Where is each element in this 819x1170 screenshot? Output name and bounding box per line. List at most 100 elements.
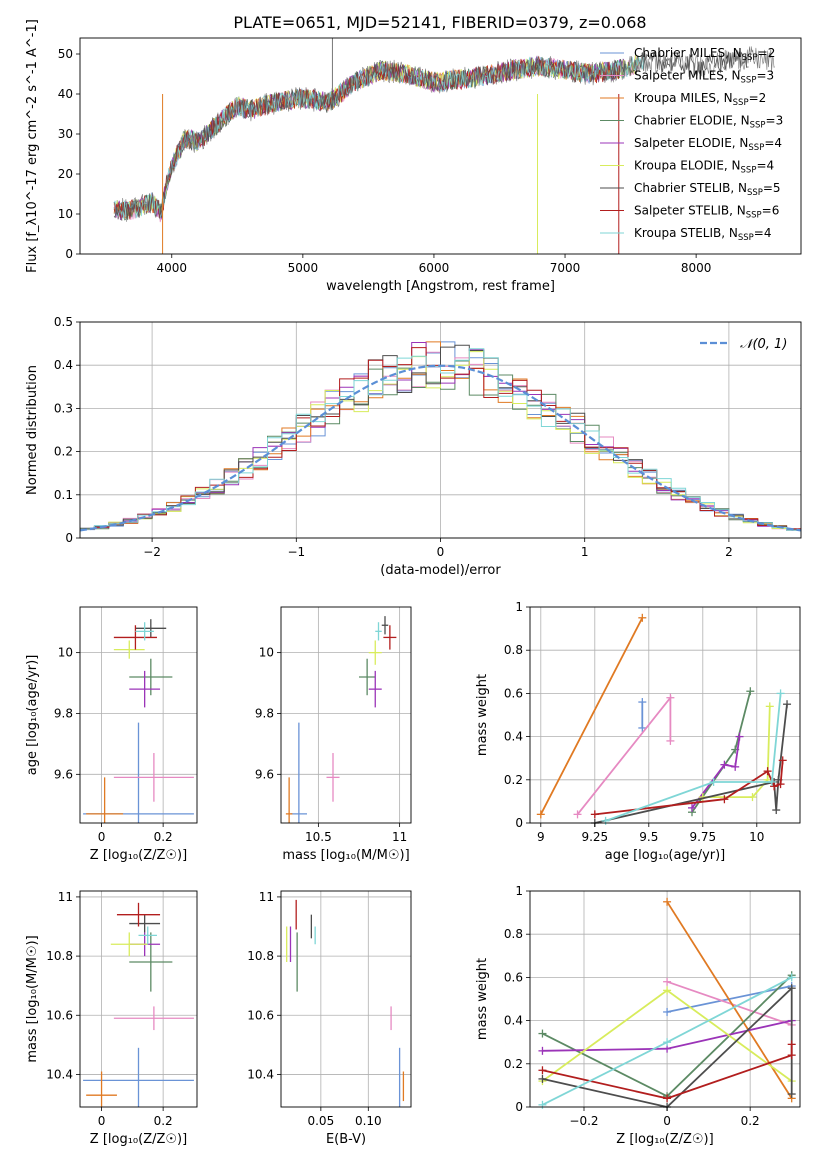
y-tick-label: 0.8 bbox=[504, 643, 523, 657]
y-tick-label: 0.4 bbox=[504, 730, 523, 744]
legend: Chabrier MILES, NSSP=2 Salpeter MILES, NS… bbox=[600, 46, 783, 243]
axes-frame bbox=[529, 890, 801, 1108]
axes-frame bbox=[79, 606, 198, 824]
y-axis-label: mass weight bbox=[475, 958, 490, 1040]
grid bbox=[281, 607, 411, 823]
legend-count: =4 bbox=[756, 159, 774, 173]
legend-label: Kroupa ELODIE, NSSP=4 bbox=[634, 159, 774, 176]
x-tick-label: 9.25 bbox=[581, 830, 608, 844]
weight-series bbox=[590, 756, 787, 819]
plot-area bbox=[80, 341, 801, 533]
legend: 𝒩(0, 1) bbox=[700, 337, 787, 352]
grid bbox=[530, 606, 800, 824]
y-tick-label: 0.2 bbox=[504, 1057, 523, 1071]
legend-label: 𝒩(0, 1) bbox=[740, 337, 787, 352]
x-tick-label: 0 bbox=[98, 1114, 106, 1128]
legend-subscript: SSP bbox=[750, 121, 766, 131]
x-tick-label: 10 bbox=[749, 830, 764, 844]
spectrum-line bbox=[113, 55, 620, 220]
error-bar-point bbox=[129, 932, 173, 992]
x-tick-label: 2 bbox=[725, 545, 733, 559]
weight-series bbox=[538, 973, 796, 1109]
y-axis-label: age [log₁₀(age/yr)] bbox=[25, 655, 40, 776]
error-bar-point bbox=[113, 1006, 194, 1031]
legend-subscript: SSP bbox=[733, 98, 749, 108]
legend-label: Salpeter ELODIE, NSSP=4 bbox=[634, 136, 782, 153]
error-bar-point bbox=[381, 616, 389, 635]
error-bar-point bbox=[383, 625, 397, 650]
legend-subscript: SSP bbox=[742, 53, 758, 63]
x-tick-label: 7000 bbox=[550, 261, 581, 275]
x-tick-label: 0.05 bbox=[307, 1114, 334, 1128]
y-tick-label: 0.2 bbox=[54, 445, 73, 459]
legend-label: Salpeter MILES, NSSP=3 bbox=[634, 69, 774, 86]
axes-frame bbox=[280, 890, 412, 1108]
error-bar-point bbox=[326, 753, 340, 802]
x-tick-label: 11 bbox=[392, 830, 407, 844]
histogram-series bbox=[80, 348, 801, 533]
panel-spectrum: 4000 5000 6000 7000 8000 0 10 20 30 40 50 wavelengt… bbox=[25, 19, 802, 294]
plot-area bbox=[113, 38, 775, 254]
axes-frame bbox=[79, 890, 198, 1108]
y-tick-label: 0 bbox=[65, 247, 73, 261]
axes-frame bbox=[79, 37, 802, 255]
y-tick-label: 0.1 bbox=[54, 488, 73, 502]
x-tick-label: 1 bbox=[581, 545, 589, 559]
weight-series-line bbox=[605, 693, 782, 822]
error-bar-point bbox=[113, 625, 157, 650]
x-axis-label: wavelength [Angstrom, rest frame] bbox=[326, 279, 555, 294]
y-tick-label: 0.6 bbox=[504, 686, 523, 700]
error-bar-point bbox=[86, 1071, 117, 1107]
weight-series-line bbox=[691, 736, 741, 809]
y-tick-label: 40 bbox=[58, 87, 73, 101]
y-tick-label: 0.8 bbox=[504, 927, 523, 941]
weight-series bbox=[688, 732, 744, 812]
y-tick-label: 1 bbox=[515, 884, 523, 898]
error-bar-point bbox=[285, 777, 293, 823]
x-tick-label: 9.75 bbox=[689, 830, 716, 844]
x-tick-label: −0.2 bbox=[569, 1114, 598, 1128]
panel-weight-vs-age: 9 9.25 9.5 9.75 10 0 0.2 0.4 0.6 0.8 1 age [log₁₀(a… bbox=[475, 600, 801, 863]
plot-area bbox=[286, 899, 405, 1107]
axes-frame bbox=[79, 321, 802, 539]
legend-label: Salpeter STELIB, NSSP=6 bbox=[634, 204, 779, 221]
panel-weight-vs-Z: −0.2 0 0.2 0 0.2 0.4 0.6 0.8 1 Z [log₁₀(Z/Z☉)] mas… bbox=[475, 884, 801, 1147]
x-tick-label: 0.2 bbox=[154, 1114, 173, 1128]
error-bar-point bbox=[359, 658, 376, 696]
legend-count: =3 bbox=[756, 69, 774, 83]
y-tick-label: 9.8 bbox=[255, 706, 274, 720]
x-tick-label: 0.2 bbox=[154, 830, 173, 844]
error-bar-point bbox=[113, 640, 145, 659]
grid bbox=[281, 891, 411, 1107]
error-bar-point bbox=[83, 1047, 194, 1107]
legend-count: =3 bbox=[766, 114, 784, 128]
x-tick-label: 10.5 bbox=[305, 830, 332, 844]
x-tick-label: 9 bbox=[537, 830, 545, 844]
y-tick-label: 0.4 bbox=[54, 358, 73, 372]
error-bar-point bbox=[135, 622, 154, 641]
y-tick-label: 10 bbox=[58, 646, 73, 660]
weight-series bbox=[601, 689, 785, 825]
y-tick-label: 0.6 bbox=[504, 970, 523, 984]
x-tick-label: 8000 bbox=[681, 261, 712, 275]
weight-series-line bbox=[666, 901, 793, 1099]
weight-series bbox=[638, 698, 647, 732]
y-tick-label: 10.8 bbox=[247, 949, 274, 963]
plot-area bbox=[83, 902, 194, 1107]
weight-series bbox=[536, 613, 647, 819]
panel-age-vs-mass: 10.5 11 9.6 9.8 10 mass [log₁₀(M/M☉)] bbox=[255, 606, 412, 863]
y-tick-label: 20 bbox=[58, 167, 73, 181]
legend-count: =4 bbox=[754, 226, 772, 240]
error-bar-point bbox=[129, 914, 161, 933]
error-bar-point bbox=[138, 926, 157, 945]
error-bar-point bbox=[375, 622, 382, 641]
y-tick-label: 11 bbox=[259, 890, 274, 904]
normal-reference-curve bbox=[80, 364, 801, 532]
x-axis-label: E(B-V) bbox=[326, 1132, 366, 1147]
y-axis-label: mass weight bbox=[475, 674, 490, 756]
y-tick-label: 0 bbox=[515, 1100, 523, 1114]
weight-series bbox=[538, 1040, 796, 1103]
y-tick-label: 30 bbox=[58, 127, 73, 141]
legend-count: =6 bbox=[762, 204, 780, 218]
